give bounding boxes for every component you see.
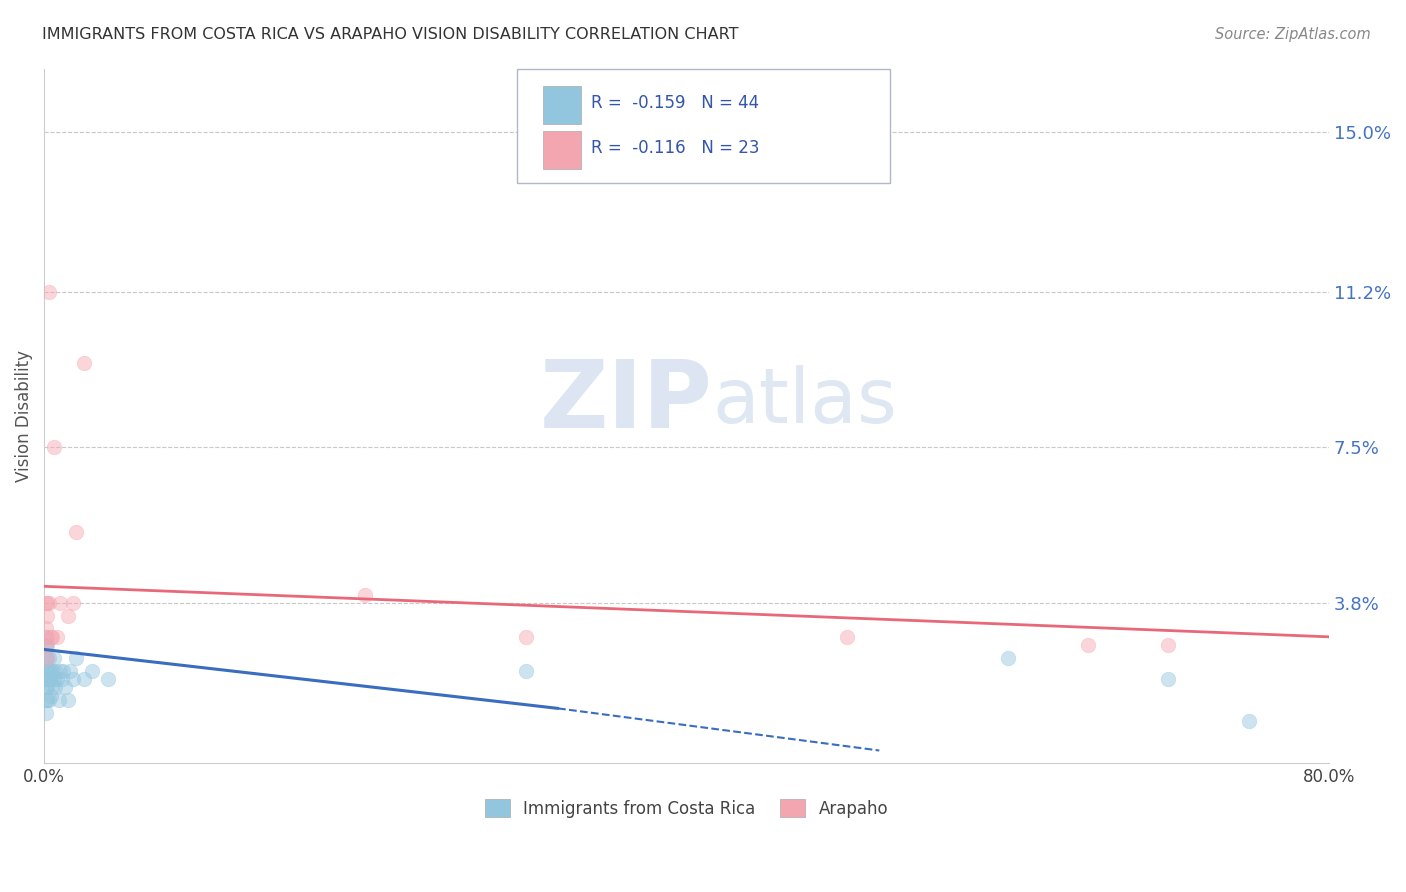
Point: [53, 681, 76, 695]
Point: [35, 638, 58, 652]
Point: [1157, 638, 1180, 652]
Point: [52, 664, 75, 678]
Point: [39, 630, 62, 644]
Point: [35, 681, 58, 695]
Point: [39, 664, 62, 678]
Point: [515, 630, 537, 644]
Point: [35, 706, 58, 720]
Point: [35, 664, 58, 678]
Point: [42, 651, 65, 665]
Point: [37, 630, 59, 644]
Point: [515, 664, 537, 678]
Point: [37, 672, 59, 686]
Point: [1157, 672, 1180, 686]
Point: [58, 608, 80, 623]
Point: [35, 693, 58, 707]
FancyBboxPatch shape: [543, 131, 581, 169]
Point: [49, 596, 72, 610]
Point: [82, 664, 104, 678]
Point: [44, 681, 66, 695]
Point: [38, 693, 60, 707]
Point: [37, 651, 59, 665]
Point: [37, 608, 59, 623]
Point: [37, 681, 59, 695]
Point: [46, 630, 69, 644]
Point: [42, 441, 65, 455]
Point: [39, 672, 62, 686]
Point: [37, 693, 59, 707]
Point: [35, 596, 58, 610]
Point: [35, 651, 58, 665]
Text: Source: ZipAtlas.com: Source: ZipAtlas.com: [1215, 27, 1371, 42]
Point: [37, 638, 59, 652]
Point: [58, 693, 80, 707]
Text: R =  -0.159   N = 44: R = -0.159 N = 44: [592, 95, 759, 112]
Point: [41, 630, 63, 644]
Text: ZIP: ZIP: [540, 356, 713, 448]
Point: [42, 672, 65, 686]
Point: [997, 651, 1019, 665]
Point: [38, 664, 60, 678]
Point: [1077, 638, 1099, 652]
Point: [62, 672, 84, 686]
Point: [39, 689, 62, 703]
Point: [37, 664, 59, 678]
Point: [35, 630, 58, 644]
Point: [73, 672, 96, 686]
Point: [837, 630, 859, 644]
Point: [62, 596, 84, 610]
FancyBboxPatch shape: [517, 69, 890, 183]
Point: [73, 356, 96, 370]
FancyBboxPatch shape: [543, 86, 581, 124]
Point: [38, 651, 60, 665]
Point: [37, 651, 59, 665]
Point: [46, 672, 69, 686]
Point: [48, 693, 70, 707]
Point: [44, 664, 66, 678]
Text: R =  -0.116   N = 23: R = -0.116 N = 23: [592, 139, 761, 157]
Text: IMMIGRANTS FROM COSTA RICA VS ARAPAHO VISION DISABILITY CORRELATION CHART: IMMIGRANTS FROM COSTA RICA VS ARAPAHO VI…: [42, 27, 738, 42]
Point: [97, 672, 120, 686]
Point: [65, 651, 87, 665]
Point: [354, 588, 377, 602]
Point: [41, 664, 63, 678]
Point: [37, 596, 59, 610]
Point: [65, 524, 87, 539]
Point: [51, 672, 73, 686]
Text: atlas: atlas: [713, 365, 897, 439]
Point: [1237, 714, 1260, 728]
Y-axis label: Vision Disability: Vision Disability: [15, 350, 32, 482]
Point: [38, 596, 60, 610]
Point: [35, 638, 58, 652]
Point: [38, 285, 60, 299]
Point: [35, 672, 58, 686]
Point: [41, 681, 63, 695]
Legend: Immigrants from Costa Rica, Arapaho: Immigrants from Costa Rica, Arapaho: [478, 793, 896, 824]
Point: [59, 664, 82, 678]
Point: [38, 672, 60, 686]
Point: [35, 622, 58, 636]
Point: [49, 664, 72, 678]
